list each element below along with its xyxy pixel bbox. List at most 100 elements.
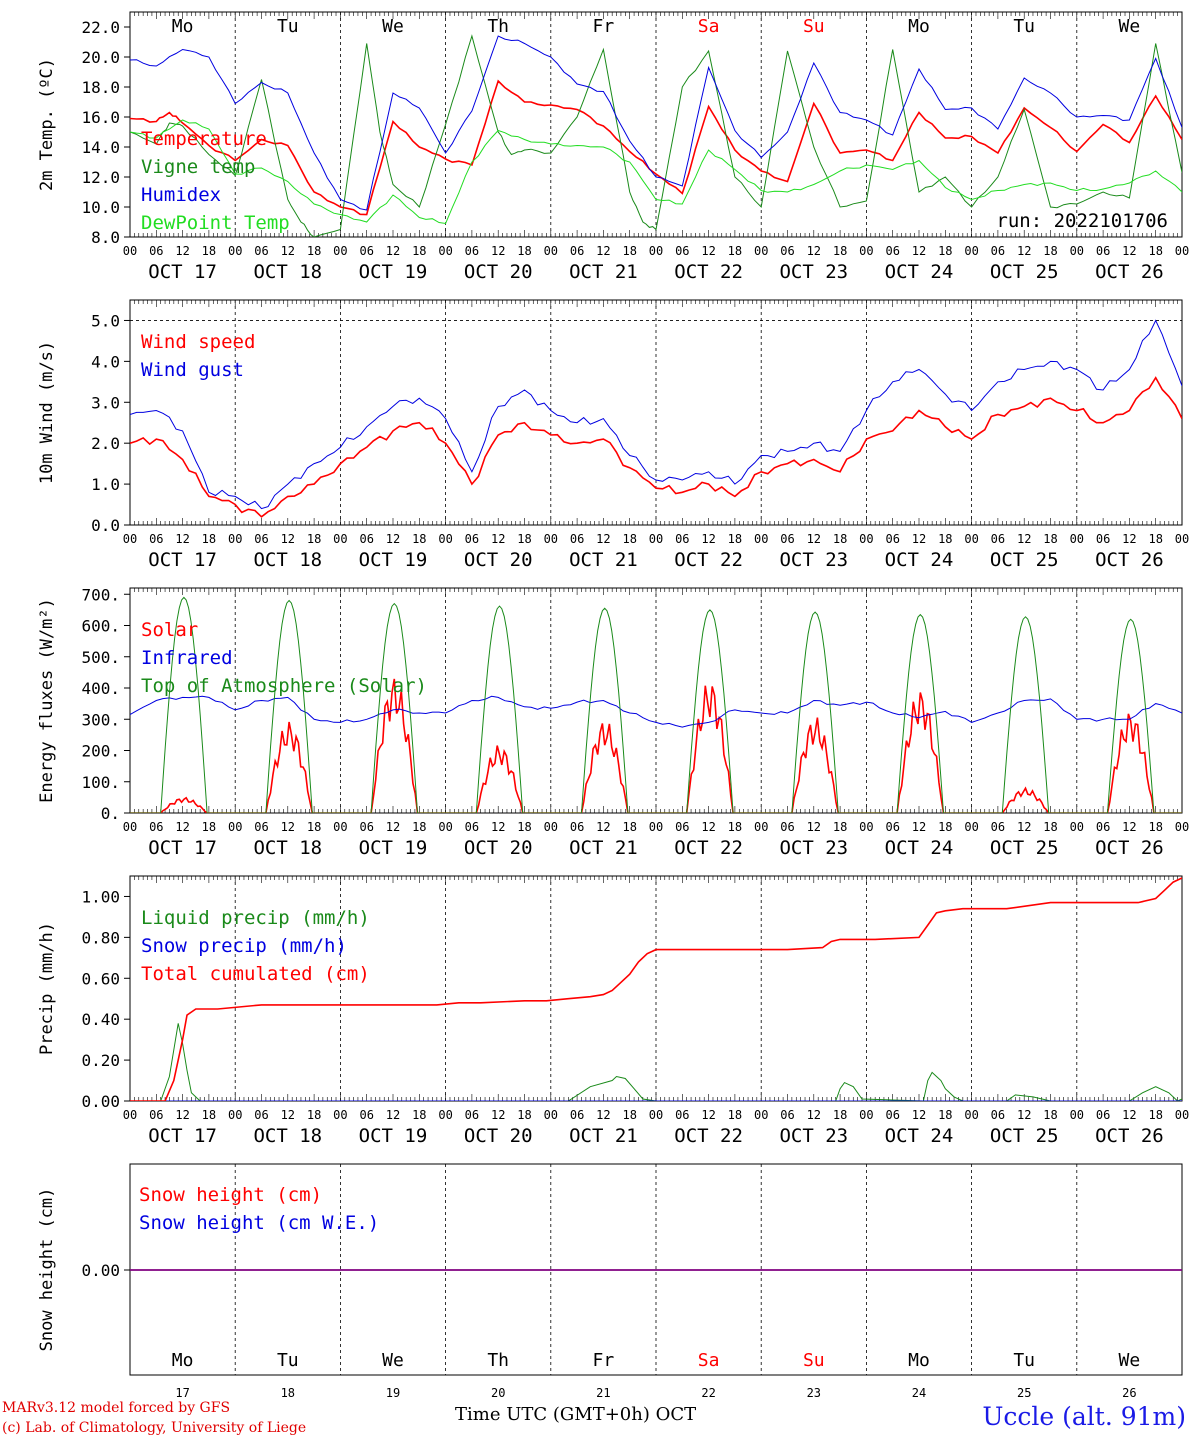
hour-tick-label: 06 <box>149 244 163 258</box>
hour-tick-label: 06 <box>570 1108 584 1122</box>
series-line-green <box>130 34 1182 237</box>
hour-tick-label: 00 <box>123 1108 137 1122</box>
date-label: OCT 22 <box>674 837 743 859</box>
hour-tick-label: 00 <box>1175 532 1189 546</box>
hour-tick-label: 06 <box>254 820 268 834</box>
hour-tick-label: 12 <box>807 244 821 258</box>
hour-tick-label: 12 <box>175 1108 189 1122</box>
date-label: OCT 17 <box>148 1125 217 1147</box>
panel-4: 00 06 12 18 OCT 17 00 06 12 18 OCT 18 00 06 12 18 OCT … <box>37 875 1189 1147</box>
y-tick-label: 0.80 <box>81 928 120 947</box>
run-annotation: run: 2022101706 <box>996 210 1168 232</box>
weekday-label: Tu <box>277 16 299 37</box>
hour-tick-label: 12 <box>596 244 610 258</box>
hour-tick-label: 18 <box>517 820 531 834</box>
y-tick-label: 14.0 <box>81 138 120 157</box>
date-label: OCT 23 <box>779 837 848 859</box>
day-number-label: 22 <box>701 1386 715 1400</box>
hour-tick-label: 12 <box>281 1108 295 1122</box>
date-label: OCT 17 <box>148 549 217 571</box>
hour-tick-label: 12 <box>807 1108 821 1122</box>
hour-tick-label: 00 <box>544 820 558 834</box>
hour-tick-label: 06 <box>675 820 689 834</box>
y-tick-label: 200. <box>81 742 120 761</box>
hour-tick-label: 06 <box>359 244 373 258</box>
hour-tick-label: 00 <box>859 244 873 258</box>
series-line-light_green <box>130 119 1182 225</box>
hour-tick-label: 00 <box>333 244 347 258</box>
hour-tick-label: 00 <box>228 244 242 258</box>
day-number-label: 18 <box>281 1386 295 1400</box>
hour-tick-label: 06 <box>780 1108 794 1122</box>
y-tick-label: 1.00 <box>81 887 120 906</box>
time-axis-month: OCT <box>655 1404 697 1425</box>
legend-entry: Humidex <box>141 184 221 206</box>
date-label: OCT 20 <box>464 261 533 283</box>
hour-tick-label: 00 <box>649 1108 663 1122</box>
hour-tick-label: 06 <box>1096 244 1110 258</box>
plot-frame <box>129 11 1183 238</box>
day-number-label: 25 <box>1017 1386 1031 1400</box>
date-label: OCT 24 <box>885 1125 954 1147</box>
hour-tick-label: 18 <box>202 1108 216 1122</box>
hour-tick-label: 00 <box>123 820 137 834</box>
hour-tick-label: 00 <box>333 532 347 546</box>
date-label: OCT 25 <box>990 1125 1059 1147</box>
hour-tick-label: 06 <box>254 1108 268 1122</box>
hour-tick-label: 18 <box>728 1108 742 1122</box>
y-tick-label: 4.0 <box>91 352 120 371</box>
date-label: OCT 26 <box>1095 837 1164 859</box>
hour-tick-label: 06 <box>149 820 163 834</box>
y-tick-label: 0.00 <box>81 1092 120 1111</box>
hour-tick-label: 00 <box>438 820 452 834</box>
hour-tick-label: 06 <box>465 532 479 546</box>
weekday-label: Mo <box>172 16 194 37</box>
hour-tick-label: 18 <box>1043 244 1057 258</box>
hour-tick-label: 06 <box>780 532 794 546</box>
hour-tick-label: 06 <box>991 532 1005 546</box>
weekday-label: We <box>382 1350 404 1371</box>
weekday-label: Fr <box>593 1350 615 1371</box>
y-axis-title: Snow height (cm) <box>37 1188 57 1352</box>
hour-tick-label: 06 <box>149 1108 163 1122</box>
weekday-label: Tu <box>277 1350 299 1371</box>
hour-tick-label: 00 <box>754 244 768 258</box>
hour-tick-label: 00 <box>649 532 663 546</box>
date-label: OCT 21 <box>569 549 638 571</box>
hour-tick-label: 18 <box>202 244 216 258</box>
hour-tick-label: 12 <box>386 820 400 834</box>
legend-entry: Snow height (cm) <box>139 1184 322 1206</box>
y-tick-label: 0.0 <box>91 516 120 535</box>
day-number-label: 24 <box>912 1386 926 1400</box>
hour-tick-label: 06 <box>675 244 689 258</box>
hour-tick-label: 18 <box>1148 244 1162 258</box>
series-group <box>130 596 1182 813</box>
hour-tick-label: 12 <box>701 1108 715 1122</box>
legend-entry: Wind speed <box>141 331 255 353</box>
hour-tick-label: 12 <box>281 820 295 834</box>
hour-tick-label: 00 <box>964 244 978 258</box>
hour-tick-label: 06 <box>991 1108 1005 1122</box>
hour-tick-label: 06 <box>885 1108 899 1122</box>
hour-tick-label: 18 <box>938 244 952 258</box>
time-axis-title-text: Time UTC (GMT+0h) <box>455 1404 650 1425</box>
hour-tick-label: 00 <box>1175 1108 1189 1122</box>
hour-tick-label: 12 <box>1017 244 1031 258</box>
hour-tick-label: 00 <box>228 1108 242 1122</box>
hour-tick-label: 12 <box>701 820 715 834</box>
hour-tick-label: 18 <box>517 1108 531 1122</box>
weekday-label: Sa <box>698 1350 720 1371</box>
hour-tick-label: 12 <box>281 532 295 546</box>
y-tick-label: 0.40 <box>81 1010 120 1029</box>
hour-tick-label: 00 <box>859 820 873 834</box>
date-label: OCT 19 <box>359 549 428 571</box>
hour-tick-label: 12 <box>491 820 505 834</box>
plot-frame <box>129 299 1183 526</box>
hour-tick-label: 06 <box>885 532 899 546</box>
hour-tick-label: 06 <box>359 532 373 546</box>
hour-tick-label: 18 <box>307 532 321 546</box>
hour-tick-label: 12 <box>596 1108 610 1122</box>
hour-tick-label: 18 <box>517 244 531 258</box>
hour-tick-label: 18 <box>307 820 321 834</box>
hour-tick-label: 18 <box>412 820 426 834</box>
